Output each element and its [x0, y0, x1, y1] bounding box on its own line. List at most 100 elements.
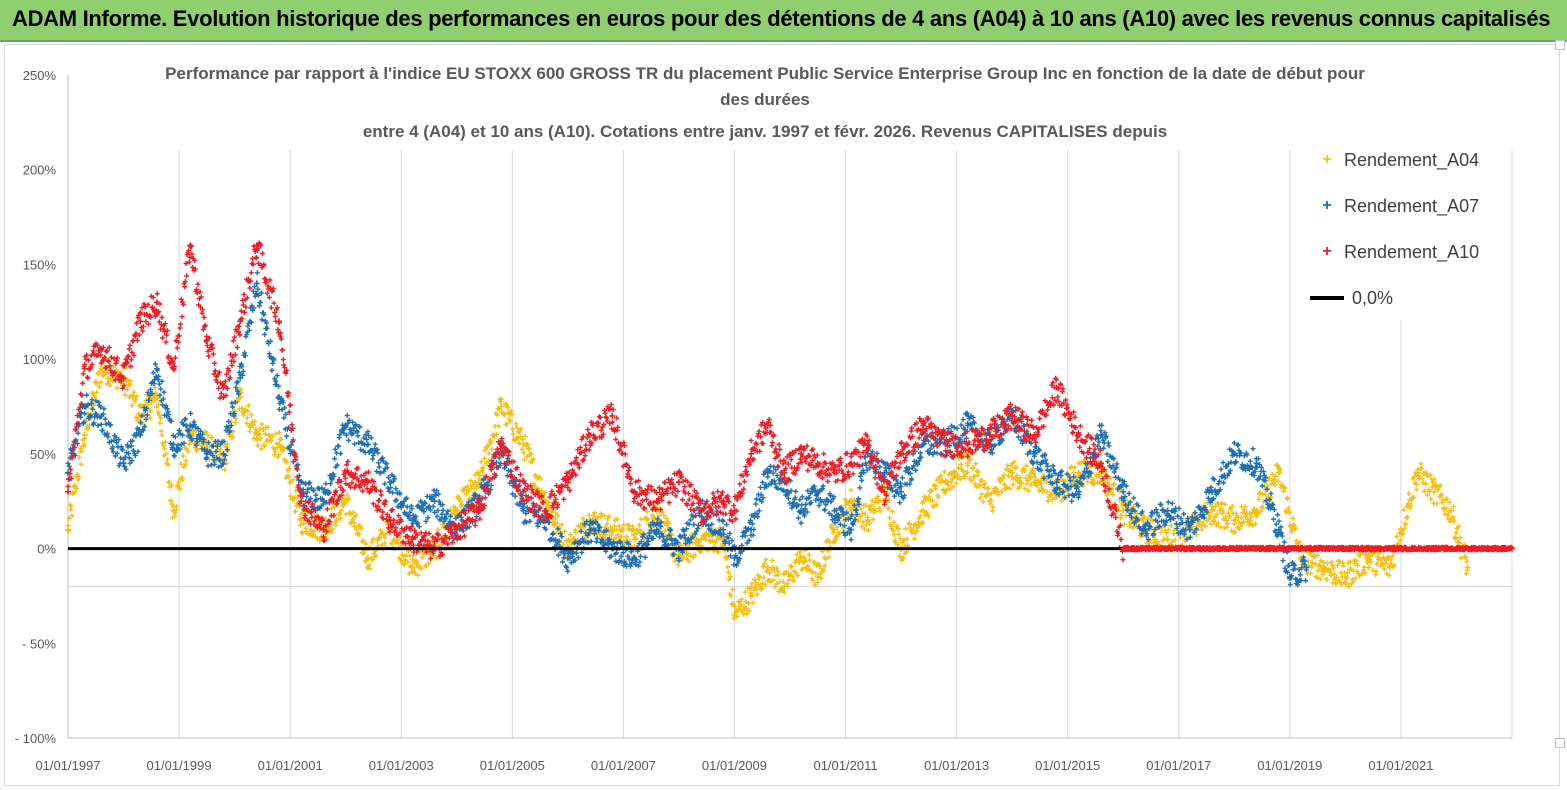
data-point: [631, 488, 638, 495]
data-point: [764, 422, 771, 429]
data-point: [342, 469, 349, 476]
data-point: [986, 498, 993, 505]
data-point: [609, 526, 616, 533]
data-point: [298, 517, 305, 524]
data-point: [237, 394, 244, 401]
data-point: [320, 498, 327, 505]
data-point: [848, 498, 855, 505]
x-tick-label: 01/01/2011: [813, 758, 877, 773]
x-tick-label: 01/01/2005: [480, 758, 545, 773]
data-point: [1414, 469, 1421, 476]
chart-legend: + Rendement_A04 + Rendement_A07 + Rendem…: [1300, 140, 1500, 320]
data-point: [542, 507, 549, 514]
data-point: [964, 422, 971, 429]
data-point: [298, 498, 305, 505]
legend-marker-a04: +: [1322, 151, 1332, 168]
data-point: [631, 555, 638, 562]
data-point: [964, 460, 971, 467]
data-point: [848, 526, 855, 533]
data-point: [81, 365, 88, 372]
data-point: [153, 299, 160, 306]
data-point: [498, 441, 505, 448]
data-point: [814, 460, 821, 467]
data-point: [920, 422, 927, 429]
data-point: [881, 488, 888, 495]
report-title: ADAM Informe. Evolution historique des p…: [12, 6, 1551, 31]
data-point: [475, 507, 482, 514]
data-point: [798, 450, 805, 457]
data-point: [453, 507, 460, 514]
data-point: [364, 555, 371, 562]
data-point: [342, 422, 349, 429]
data-point: [1364, 555, 1371, 562]
data-point: [720, 526, 727, 533]
data-point: [675, 479, 682, 486]
legend-item-a07: + Rendement_A07: [1310, 192, 1479, 220]
legend-label-a10: Rendement_A10: [1344, 241, 1480, 262]
series-a10-flat-tail: [1120, 544, 1515, 553]
data-point: [564, 479, 571, 486]
data-point: [1120, 488, 1127, 495]
series-point-cloud: [65, 356, 1471, 621]
data-point: [453, 526, 460, 533]
data-point: [520, 488, 527, 495]
data-point: [431, 498, 438, 505]
data-point: [137, 431, 144, 438]
data-point: [220, 450, 227, 457]
data-point: [1275, 469, 1282, 476]
data-point: [409, 517, 416, 524]
data-point: [1231, 517, 1238, 524]
data-point: [698, 536, 705, 543]
data-point: [237, 318, 244, 325]
data-point: [1209, 507, 1216, 514]
data-point: [98, 346, 105, 353]
data-point: [1275, 526, 1282, 533]
data-point: [1053, 479, 1060, 486]
data-point: [781, 583, 788, 590]
legend-item-zero-line: 0,0%: [1310, 284, 1393, 312]
data-point: [798, 555, 805, 562]
data-point: [1397, 526, 1404, 533]
data-point: [98, 365, 105, 372]
data-point: [276, 441, 283, 448]
data-point: [864, 517, 871, 524]
legend-label-a07: Rendement_A07: [1344, 195, 1480, 216]
y-tick-label: 250%: [23, 68, 57, 83]
x-tick-label: 01/01/2001: [258, 758, 323, 773]
data-point: [881, 469, 888, 476]
data-point: [203, 450, 210, 457]
data-point: [187, 242, 194, 249]
legend-marker-a07: +: [1322, 197, 1332, 214]
data-point: [831, 526, 838, 533]
data-point: [1447, 507, 1454, 514]
data-point: [986, 431, 993, 438]
data-point: [764, 564, 771, 571]
data-point: [1286, 573, 1293, 580]
data-point: [220, 394, 227, 401]
data-point: [1186, 526, 1193, 533]
data-point: [170, 507, 177, 514]
data-point: [631, 536, 638, 543]
y-tick-label: 100%: [23, 352, 57, 367]
data-point: [731, 555, 738, 562]
series-rendement_a04: [65, 356, 1471, 621]
x-tick-label: 01/01/2015: [1035, 758, 1100, 773]
data-point: [942, 441, 949, 448]
resize-handle-bottom-right[interactable]: [1555, 738, 1565, 748]
resize-handle-top-right[interactable]: [1555, 40, 1565, 50]
legend-marker-a10: +: [1322, 243, 1332, 260]
data-point: [920, 507, 927, 514]
data-point: [748, 450, 755, 457]
data-point: [170, 441, 177, 448]
data-point: [1231, 450, 1238, 457]
data-point: [1031, 479, 1038, 486]
data-point: [1098, 460, 1105, 467]
data-point: [137, 318, 144, 325]
data-point: [1342, 573, 1349, 580]
data-point: [831, 507, 838, 514]
data-point: [237, 375, 244, 382]
data-point: [1464, 564, 1471, 571]
y-tick-label: - 50%: [22, 636, 56, 651]
legend-label-a04: Rendement_A04: [1344, 149, 1480, 170]
